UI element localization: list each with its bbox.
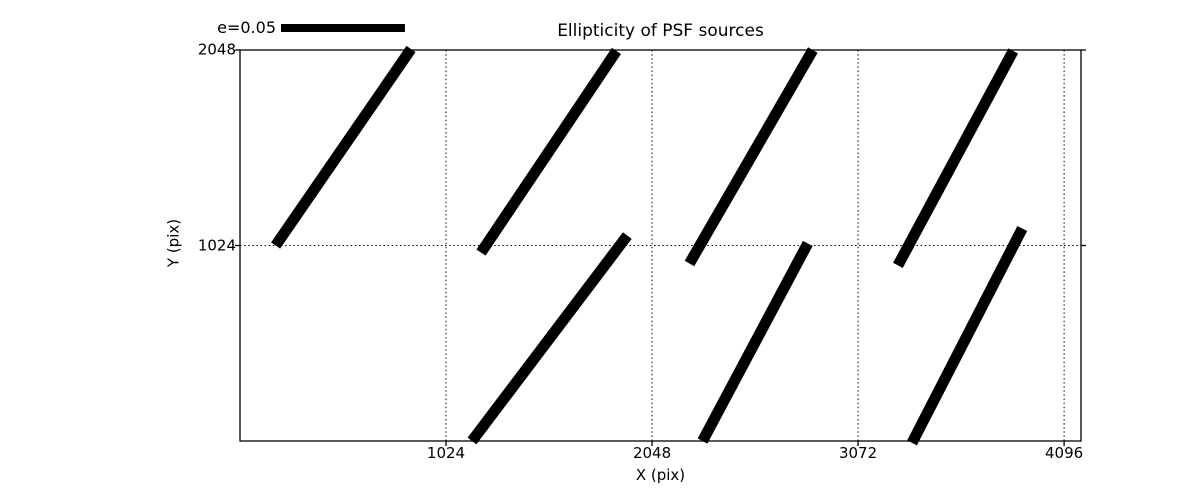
ellipticity-whisker — [476, 47, 622, 256]
ellipticity-whisker — [697, 240, 813, 444]
x-tick-label: 3072 — [838, 444, 878, 462]
chart-title: Ellipticity of PSF sources — [557, 21, 764, 41]
legend-label: e=0.05 — [217, 18, 276, 37]
legend-whisker-sample — [281, 24, 405, 32]
x-axis-label: X (pix) — [635, 466, 686, 484]
x-tick-label: 4096 — [1045, 444, 1084, 462]
x-tick-label: 2048 — [632, 444, 672, 462]
ellipticity-whisker — [467, 232, 632, 445]
ellipticity-whisker — [684, 47, 818, 267]
ellipticity-whisker — [271, 45, 416, 249]
ellipticity-whisker — [893, 48, 1019, 268]
y-axis-label: Y (pix) — [164, 218, 183, 268]
ellipticity-whisker — [907, 225, 1028, 446]
y-tick-label: 2048 — [197, 40, 236, 59]
x-tick-label: 1024 — [426, 444, 466, 462]
y-tick-label: 1024 — [197, 236, 236, 254]
